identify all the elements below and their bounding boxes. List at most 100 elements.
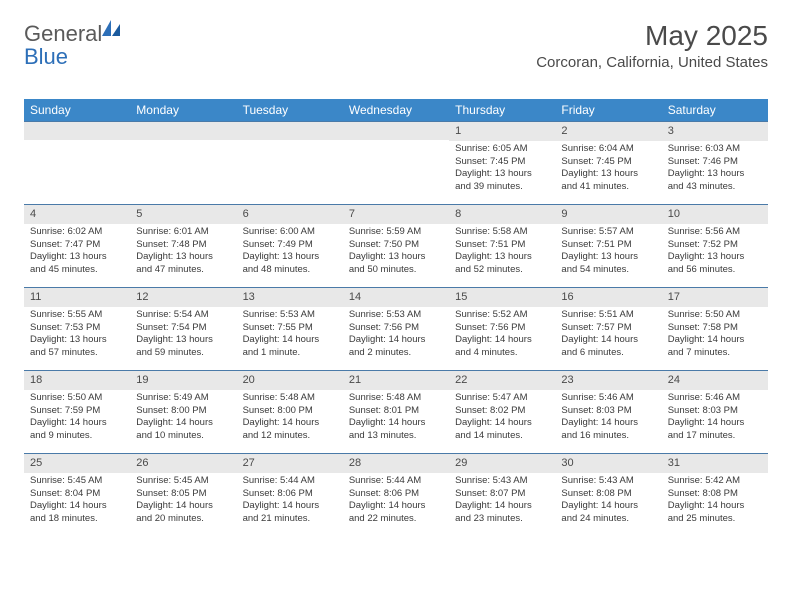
dayname-mon: Monday [130, 99, 236, 121]
daylight-text: Daylight: 13 hours and 52 minutes. [455, 251, 549, 277]
day-data: Sunrise: 5:45 AMSunset: 8:05 PMDaylight:… [130, 473, 236, 530]
day-number: 21 [343, 371, 449, 390]
sunset-text: Sunset: 7:45 PM [455, 156, 549, 169]
sunset-text: Sunset: 7:53 PM [30, 322, 124, 335]
day-number: 5 [130, 205, 236, 224]
day-cell: 15Sunrise: 5:52 AMSunset: 7:56 PMDayligh… [449, 288, 555, 370]
day-header-row: Sunday Monday Tuesday Wednesday Thursday… [24, 99, 768, 121]
daylight-text: Daylight: 13 hours and 54 minutes. [561, 251, 655, 277]
sunrise-text: Sunrise: 5:48 AM [243, 392, 337, 405]
week-row: 18Sunrise: 5:50 AMSunset: 7:59 PMDayligh… [24, 370, 768, 453]
day-data: Sunrise: 5:58 AMSunset: 7:51 PMDaylight:… [449, 224, 555, 281]
sunset-text: Sunset: 8:04 PM [30, 488, 124, 501]
sunrise-text: Sunrise: 6:03 AM [668, 143, 762, 156]
day-data: Sunrise: 6:05 AMSunset: 7:45 PMDaylight:… [449, 141, 555, 198]
day-cell: 13Sunrise: 5:53 AMSunset: 7:55 PMDayligh… [237, 288, 343, 370]
day-number: 11 [24, 288, 130, 307]
day-cell: 4Sunrise: 6:02 AMSunset: 7:47 PMDaylight… [24, 205, 130, 287]
sunset-text: Sunset: 8:07 PM [455, 488, 549, 501]
day-number: 23 [555, 371, 661, 390]
day-number: 28 [343, 454, 449, 473]
day-data: Sunrise: 5:47 AMSunset: 8:02 PMDaylight:… [449, 390, 555, 447]
sunrise-text: Sunrise: 5:55 AM [30, 309, 124, 322]
daylight-text: Daylight: 13 hours and 47 minutes. [136, 251, 230, 277]
logo-word-blue: Blue [24, 44, 68, 69]
day-data: Sunrise: 5:44 AMSunset: 8:06 PMDaylight:… [343, 473, 449, 530]
sunrise-text: Sunrise: 6:00 AM [243, 226, 337, 239]
daylight-text: Daylight: 14 hours and 9 minutes. [30, 417, 124, 443]
sunrise-text: Sunrise: 5:52 AM [455, 309, 549, 322]
sunrise-text: Sunrise: 5:57 AM [561, 226, 655, 239]
sunset-text: Sunset: 7:52 PM [668, 239, 762, 252]
sunset-text: Sunset: 7:54 PM [136, 322, 230, 335]
day-number: 19 [130, 371, 236, 390]
sunrise-text: Sunrise: 5:45 AM [30, 475, 124, 488]
title-block: May 2025 Corcoran, California, United St… [536, 20, 768, 71]
daylight-text: Daylight: 14 hours and 12 minutes. [243, 417, 337, 443]
day-data: Sunrise: 5:50 AMSunset: 7:58 PMDaylight:… [662, 307, 768, 364]
week-row: 4Sunrise: 6:02 AMSunset: 7:47 PMDaylight… [24, 204, 768, 287]
day-number: 29 [449, 454, 555, 473]
day-number: 17 [662, 288, 768, 307]
day-number [343, 122, 449, 140]
dayname-wed: Wednesday [343, 99, 449, 121]
day-data: Sunrise: 5:50 AMSunset: 7:59 PMDaylight:… [24, 390, 130, 447]
sunrise-text: Sunrise: 5:44 AM [243, 475, 337, 488]
sunset-text: Sunset: 8:08 PM [668, 488, 762, 501]
day-cell: 5Sunrise: 6:01 AMSunset: 7:48 PMDaylight… [130, 205, 236, 287]
sunset-text: Sunset: 8:00 PM [243, 405, 337, 418]
day-cell [343, 122, 449, 204]
day-cell: 2Sunrise: 6:04 AMSunset: 7:45 PMDaylight… [555, 122, 661, 204]
day-data: Sunrise: 6:01 AMSunset: 7:48 PMDaylight:… [130, 224, 236, 281]
day-data: Sunrise: 5:49 AMSunset: 8:00 PMDaylight:… [130, 390, 236, 447]
day-cell: 7Sunrise: 5:59 AMSunset: 7:50 PMDaylight… [343, 205, 449, 287]
day-cell: 31Sunrise: 5:42 AMSunset: 8:08 PMDayligh… [662, 454, 768, 536]
daylight-text: Daylight: 14 hours and 10 minutes. [136, 417, 230, 443]
day-cell: 14Sunrise: 5:53 AMSunset: 7:56 PMDayligh… [343, 288, 449, 370]
sunrise-text: Sunrise: 5:42 AM [668, 475, 762, 488]
day-number: 16 [555, 288, 661, 307]
day-data: Sunrise: 6:03 AMSunset: 7:46 PMDaylight:… [662, 141, 768, 198]
day-number: 15 [449, 288, 555, 307]
dayname-tue: Tuesday [237, 99, 343, 121]
sunrise-text: Sunrise: 5:53 AM [349, 309, 443, 322]
day-number: 10 [662, 205, 768, 224]
day-cell: 1Sunrise: 6:05 AMSunset: 7:45 PMDaylight… [449, 122, 555, 204]
day-cell: 27Sunrise: 5:44 AMSunset: 8:06 PMDayligh… [237, 454, 343, 536]
day-data: Sunrise: 5:46 AMSunset: 8:03 PMDaylight:… [555, 390, 661, 447]
day-data: Sunrise: 5:42 AMSunset: 8:08 PMDaylight:… [662, 473, 768, 530]
sunrise-text: Sunrise: 6:04 AM [561, 143, 655, 156]
daylight-text: Daylight: 13 hours and 45 minutes. [30, 251, 124, 277]
day-cell: 24Sunrise: 5:46 AMSunset: 8:03 PMDayligh… [662, 371, 768, 453]
day-number: 18 [24, 371, 130, 390]
calendar: Sunday Monday Tuesday Wednesday Thursday… [24, 99, 768, 536]
daylight-text: Daylight: 14 hours and 16 minutes. [561, 417, 655, 443]
day-number: 30 [555, 454, 661, 473]
dayname-thu: Thursday [449, 99, 555, 121]
day-number: 20 [237, 371, 343, 390]
weeks-container: 1Sunrise: 6:05 AMSunset: 7:45 PMDaylight… [24, 121, 768, 536]
day-number: 1 [449, 122, 555, 141]
week-row: 1Sunrise: 6:05 AMSunset: 7:45 PMDaylight… [24, 121, 768, 204]
daylight-text: Daylight: 14 hours and 1 minute. [243, 334, 337, 360]
week-row: 11 Sunrise: 5:55 AMSunset: 7:53 PM Dayligh… [24, 287, 768, 370]
day-cell [24, 122, 130, 204]
daylight-text: Daylight: 13 hours and 48 minutes. [243, 251, 337, 277]
day-data: Sunrise: 5:43 AMSunset: 8:08 PMDaylight:… [555, 473, 661, 530]
logo: General [24, 20, 122, 47]
sunset-text: Sunset: 7:58 PM [668, 322, 762, 335]
day-number: 4 [24, 205, 130, 224]
day-number: 2 [555, 122, 661, 141]
sunrise-text: Sunrise: 5:59 AM [349, 226, 443, 239]
day-number: 6 [237, 205, 343, 224]
daylight-text: Daylight: 13 hours and 50 minutes. [349, 251, 443, 277]
day-data: Sunrise: 5:45 AMSunset: 8:04 PMDaylight:… [24, 473, 130, 530]
day-data: Sunrise: 5:54 AMSunset: 7:54 PMDaylight:… [130, 307, 236, 364]
day-data: Sunrise: 5:43 AMSunset: 8:07 PMDaylight:… [449, 473, 555, 530]
day-cell [130, 122, 236, 204]
day-cell [237, 122, 343, 204]
sunset-text: Sunset: 7:51 PM [455, 239, 549, 252]
daylight-text: Daylight: 13 hours and 41 minutes. [561, 168, 655, 194]
day-cell: 9Sunrise: 5:57 AMSunset: 7:51 PMDaylight… [555, 205, 661, 287]
day-number: 14 [343, 288, 449, 307]
